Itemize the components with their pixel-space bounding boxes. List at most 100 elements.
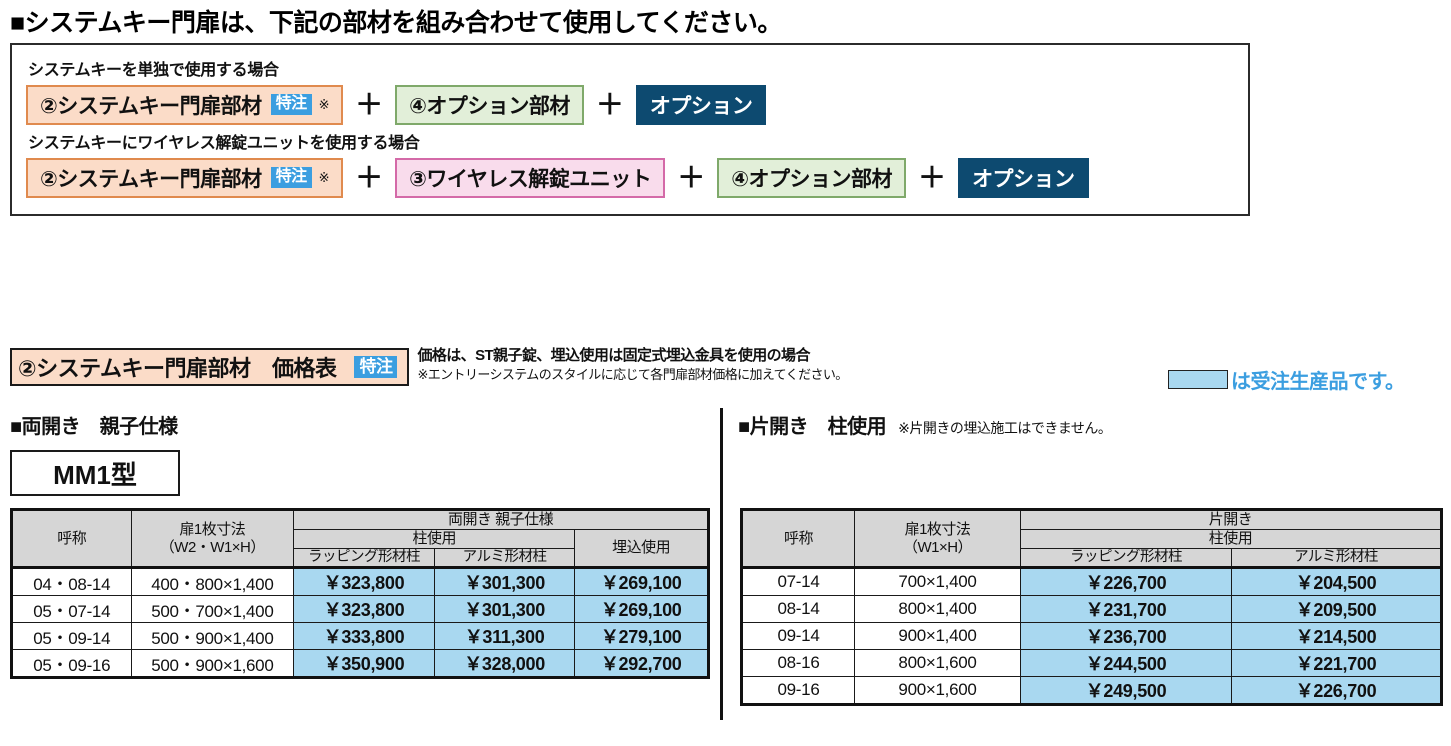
case2-label: システムキーにワイヤレス解錠ユニットを使用する場合 — [28, 134, 420, 152]
combination-heading: ■システムキー門扉は、下記の部材を組み合わせて使用してください。 — [10, 9, 782, 37]
price-note-line-2: ※エントリーシステムのスタイルに応じて各門扉部材価格に加えてください。 — [417, 367, 848, 383]
cell-size: 500・900×1,400 — [130, 622, 295, 651]
right-section-heading-text: ■片開き 柱使用 — [738, 416, 887, 438]
cell-price-wrapping: ￥226,700 — [1020, 566, 1232, 597]
cell-price-aluminum: ￥221,700 — [1230, 649, 1443, 678]
double-door-price-table: 呼称 扉1枚寸法 （W2・W1×H） 両開き 親子仕様 柱使用 埋込使用 ラッピ… — [10, 508, 710, 680]
cell-designation: 09-16 — [741, 676, 855, 706]
th-designation: 呼称 — [741, 508, 855, 569]
cell-price-aluminum: ￥204,500 — [1230, 566, 1443, 597]
cell-designation: 07-14 — [741, 566, 855, 597]
chip-label: オプション — [649, 94, 753, 118]
th-door-size: 扉1枚寸法 （W1×H） — [854, 508, 1021, 569]
cell-designation: 08-16 — [741, 649, 855, 678]
cell-price-wrapping: ￥249,500 — [1020, 676, 1232, 706]
combination-section: ■システムキー門扉は、下記の部材を組み合わせて使用してください。 システムキーを… — [10, 9, 1250, 216]
chip-label: ④オプション部材 — [409, 94, 570, 118]
special-order-badge: 特注 — [270, 94, 312, 115]
chip-system-key-gate-parts: ②システムキー門扉部材 特注 ※ — [26, 157, 344, 198]
legend-color-swatch — [1168, 370, 1228, 389]
right-section-heading-note: ※片開きの埋込施工はできません。 — [898, 420, 1112, 436]
price-table-title-chip: ②システムキー門扉部材 価格表 特注 — [10, 348, 410, 386]
cell-price-embedded: ￥279,100 — [574, 622, 709, 651]
chip-option: オプション — [958, 157, 1089, 198]
cell-designation: 05・07-14 — [11, 595, 132, 624]
cell-size: 900×1,600 — [854, 676, 1021, 706]
cell-price-wrapping: ￥333,800 — [293, 622, 435, 651]
price-table-title: ②システムキー門扉部材 価格表 — [18, 356, 337, 381]
left-section-heading-text: ■両開き 親子仕様 — [10, 416, 178, 438]
cell-designation: 09-14 — [741, 622, 855, 651]
chip-option-parts: ④オプション部材 — [395, 84, 584, 125]
price-table-title-band: ②システムキー門扉部材 価格表 特注 価格は、ST親子錠、埋込使用は固定式埋込金… — [10, 347, 848, 386]
cell-price-aluminum: ￥328,000 — [433, 649, 576, 679]
cell-size: 500・900×1,600 — [130, 649, 295, 679]
single-door-price-table: 呼称 扉1枚寸法 （W1×H） 片開き 柱使用 ラッピング形材柱 アルミ形材柱 … — [740, 508, 1444, 707]
made-to-order-legend: は受注生産品です。 — [1168, 365, 1405, 394]
cell-price-aluminum: ￥214,500 — [1230, 622, 1443, 651]
table-header-row: 呼称 扉1枚寸法 （W1×H） 片開き — [741, 508, 1443, 569]
cell-price-embedded: ￥269,100 — [574, 595, 709, 624]
left-section-heading: ■両開き 親子仕様 — [10, 410, 178, 439]
th-door-size-line2: （W2・W1×H） — [159, 538, 266, 556]
case2-row: ②システムキー門扉部材 特注 ※ ＋ ③ワイヤレス解錠ユニット ＋ ④オプション… — [26, 157, 1234, 198]
table-header-row: 呼称 扉1枚寸法 （W2・W1×H） 両開き 親子仕様 — [11, 508, 709, 569]
cell-price-wrapping: ￥244,500 — [1020, 649, 1232, 678]
cell-designation: 08-14 — [741, 595, 855, 624]
cell-price-aluminum: ￥226,700 — [1230, 676, 1443, 706]
th-post-use: 柱使用 — [1019, 529, 1443, 549]
plus-icon: ＋ — [355, 161, 384, 193]
table-row: 08-14 800×1,400 ￥231,700 ￥209,500 — [741, 595, 1443, 624]
cell-size: 500・700×1,400 — [130, 595, 295, 624]
cell-price-aluminum: ￥301,300 — [433, 595, 576, 624]
table-row: 09-14 900×1,400 ￥236,700 ￥214,500 — [741, 622, 1443, 651]
table-row: 08-16 800×1,600 ￥244,500 ￥221,700 — [741, 649, 1443, 678]
cell-size: 800×1,600 — [854, 649, 1021, 678]
th-door-size: 扉1枚寸法 （W2・W1×H） — [130, 508, 295, 569]
plus-icon: ＋ — [355, 88, 384, 120]
th-aluminum-post: アルミ形材柱 — [433, 547, 576, 569]
cell-size: 800×1,400 — [854, 595, 1021, 624]
cell-size: 700×1,400 — [854, 566, 1021, 597]
chip-label: ③ワイヤレス解錠ユニット — [409, 167, 652, 191]
cell-designation: 04・08-14 — [11, 566, 132, 597]
special-order-badge: 特注 — [354, 356, 398, 378]
chip-label: オプション — [972, 167, 1075, 191]
special-order-badge: 特注 — [270, 167, 312, 188]
plus-icon: ＋ — [918, 161, 947, 193]
case1-label: システムキーを単独で使用する場合 — [28, 61, 279, 79]
cell-designation: 05・09-16 — [11, 649, 132, 679]
cell-price-wrapping: ￥231,700 — [1020, 595, 1232, 624]
legend-label: は受注生産品です。 — [1231, 371, 1405, 393]
table-row: 05・09-16 500・900×1,600 ￥350,900 ￥328,000… — [11, 649, 709, 679]
th-door-size-line2: （W1×H） — [902, 538, 973, 556]
plus-icon: ＋ — [677, 161, 706, 193]
th-wrapping-post: ラッピング形材柱 — [1020, 547, 1232, 569]
cell-price-wrapping: ￥323,800 — [293, 595, 435, 624]
th-embedded-use: 埋込使用 — [574, 528, 709, 569]
asterisk-note-icon: ※ — [318, 96, 330, 112]
chip-label: ④オプション部材 — [731, 167, 893, 191]
model-name-box: MM1型 — [10, 450, 180, 496]
th-group-double-door: 両開き 親子仕様 — [293, 509, 709, 530]
th-aluminum-post: アルミ形材柱 — [1230, 547, 1443, 569]
chip-option: オプション — [635, 84, 767, 125]
cell-price-aluminum: ￥311,300 — [433, 622, 576, 651]
chip-option-parts: ④オプション部材 — [717, 157, 907, 198]
table-header-row: ラッピング形材柱 アルミ形材柱 — [742, 547, 1443, 569]
case1-row: ②システムキー門扉部材 特注 ※ ＋ ④オプション部材 ＋ オプション — [26, 84, 1234, 125]
chip-system-key-gate-parts: ②システムキー門扉部材 特注 ※ — [26, 84, 344, 125]
asterisk-note-icon: ※ — [318, 169, 330, 185]
table-body: 07-14 700×1,400 ￥226,700 ￥204,500 08-14 … — [741, 566, 1443, 706]
th-group-single-door: 片開き — [1019, 509, 1443, 530]
price-note-line-1: 価格は、ST親子錠、埋込使用は固定式埋込金具を使用の場合 — [417, 347, 810, 364]
chip-wireless-unlock-unit: ③ワイヤレス解錠ユニット — [395, 157, 666, 198]
th-door-size-line1: 扉1枚寸法 — [179, 520, 246, 538]
chip-label: ②システムキー門扉部材 — [40, 167, 262, 191]
cell-price-wrapping: ￥350,900 — [293, 649, 435, 679]
right-section-heading: ■片開き 柱使用 ※片開きの埋込施工はできません。 — [738, 410, 1112, 439]
table-row: 05・07-14 500・700×1,400 ￥323,800 ￥301,300… — [11, 595, 709, 624]
cell-price-wrapping: ￥323,800 — [293, 566, 435, 597]
table-body: 04・08-14 400・800×1,400 ￥323,800 ￥301,300… — [11, 566, 709, 679]
th-wrapping-post: ラッピング形材柱 — [293, 547, 435, 569]
